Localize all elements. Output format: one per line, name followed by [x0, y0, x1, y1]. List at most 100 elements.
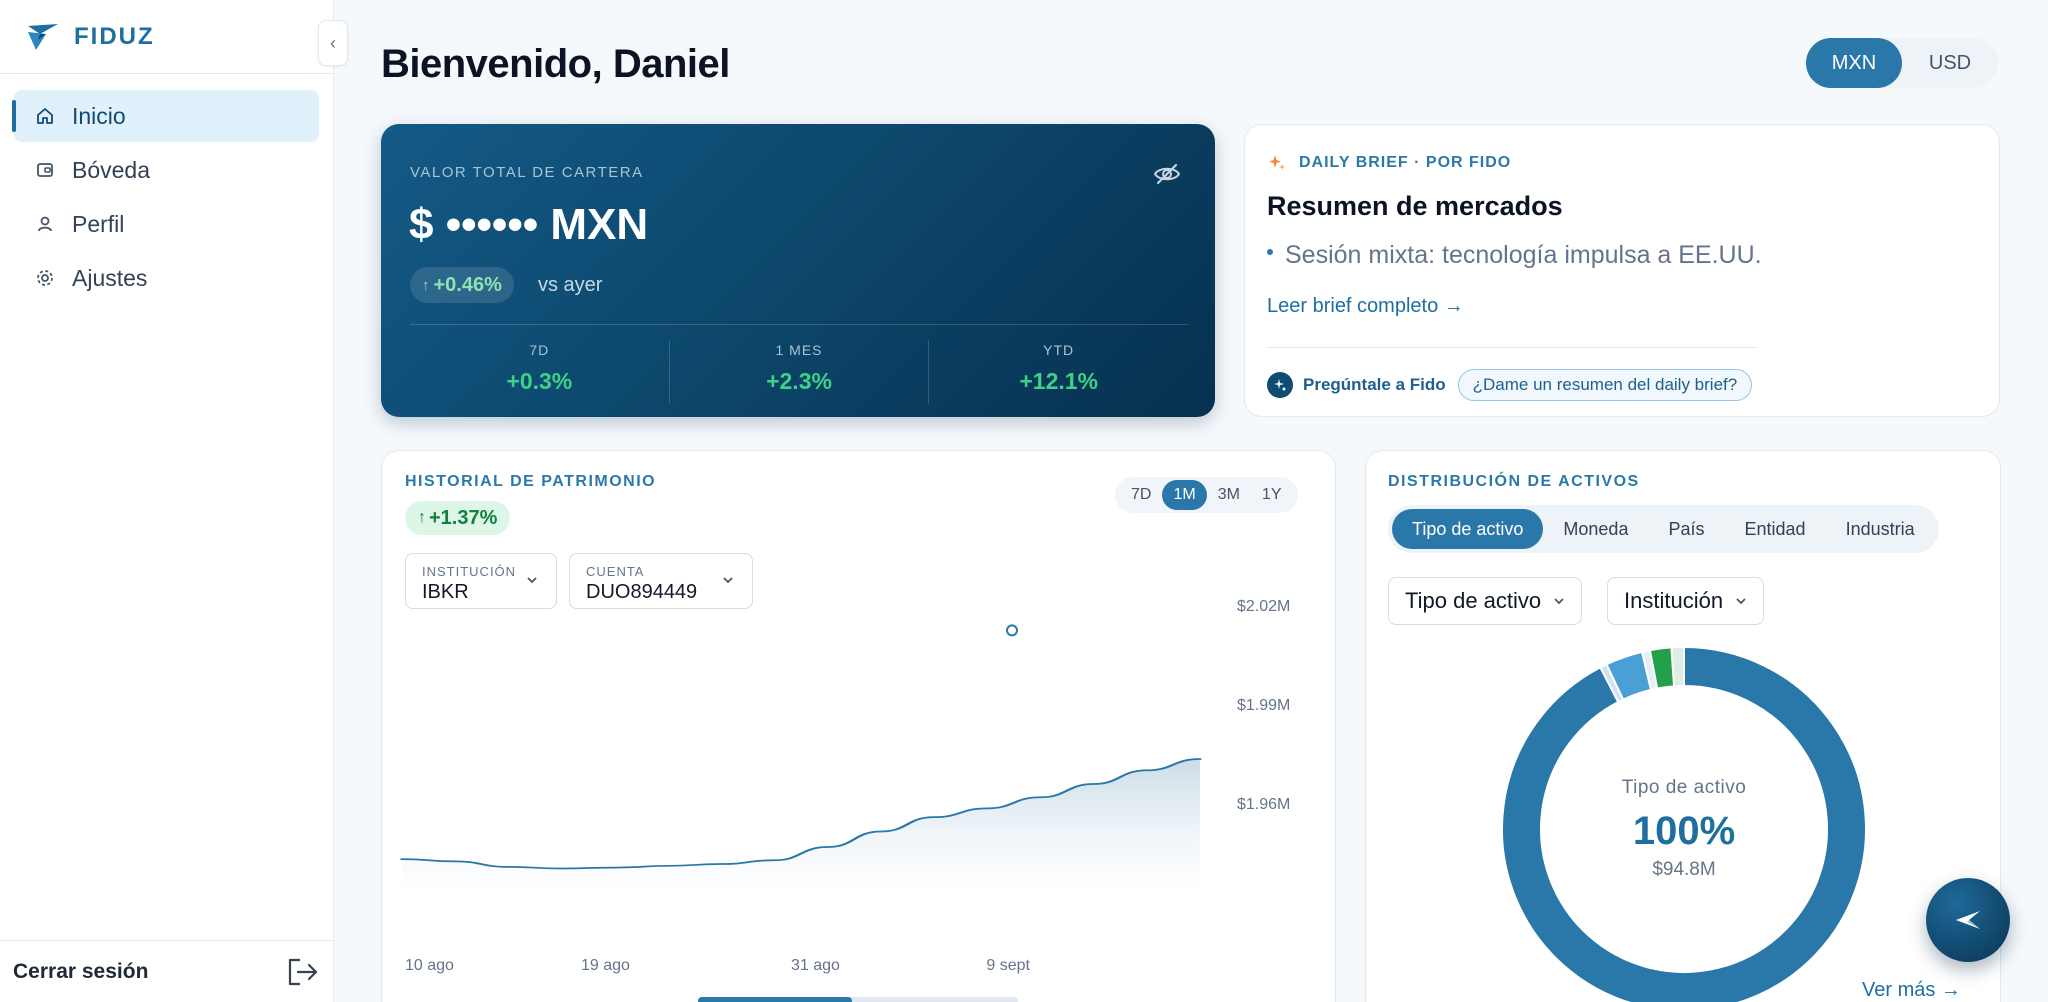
stat-ytd: YTD +12.1%	[929, 340, 1188, 404]
donut-slice[interactable]	[1501, 645, 1867, 1002]
tab-moneda[interactable]: Moneda	[1563, 518, 1629, 539]
donut-center-percent: 100%	[1632, 809, 1736, 853]
arrow-up-icon: ↑	[422, 276, 430, 294]
tab-tipo-de-activo[interactable]: Tipo de activo	[1392, 509, 1544, 549]
sidebar-item-label: Inicio	[72, 102, 126, 129]
wealth-history-chart[interactable]: $2.02M $1.99M $1.96M 10 ago 19 ago 31 ago 9 s…	[382, 451, 1337, 1001]
logout-label: Cerrar sesión	[13, 959, 149, 983]
institution-select-value: IBKR	[422, 581, 469, 603]
stat-value: +2.3%	[766, 368, 832, 394]
sidebar-item-inicio[interactable]: Inicio	[12, 90, 319, 142]
tab-entidad[interactable]: Entidad	[1744, 518, 1806, 539]
sidebar-item-perfil[interactable]: Perfil	[14, 198, 319, 250]
x-tick-label: 10 ago	[405, 957, 454, 974]
range-selector: 7D 1M 3M 1Y	[1115, 477, 1298, 513]
stat-label: YTD	[1043, 342, 1075, 358]
distribution-title: DISTRIBUCIÓN DE ACTIVOS	[1388, 473, 1640, 490]
institution-select-label: INSTITUCIÓN	[422, 564, 517, 579]
sidebar-item-ajustes[interactable]: Ajustes	[14, 252, 319, 304]
account-select-value: DUO894449	[586, 581, 698, 603]
chart-end-point[interactable]	[1006, 624, 1018, 637]
brief-tag: DAILY BRIEF · POR FIDO	[1267, 153, 1511, 173]
chevron-down-icon	[527, 577, 537, 584]
range-3m-button[interactable]: 3M	[1217, 486, 1240, 503]
logout-icon	[288, 958, 318, 985]
scroll-thumb[interactable]	[698, 997, 852, 1002]
currency-usd-button[interactable]: USD	[1928, 51, 1972, 74]
range-7d-button[interactable]: 7D	[1131, 486, 1152, 503]
chart-area	[401, 759, 1200, 889]
brand-logo-icon	[28, 23, 58, 50]
fido-logo-icon	[1956, 911, 1980, 929]
chart-line	[400, 758, 1202, 870]
history-change-badge: ↑ +1.37%	[405, 501, 511, 535]
account-select[interactable]: CUENTA DUO894449	[569, 553, 753, 609]
institution-filter-select-value: Institución	[1624, 588, 1724, 613]
asset-distribution-card: DISTRIBUCIÓN DE ACTIVOS Tipo de activo M…	[1365, 450, 2001, 1002]
donut-center-label: Tipo de activo	[1621, 777, 1747, 798]
sidebar-nav: Inicio Bóveda Perfil Ajustes	[0, 74, 333, 304]
asset-type-select[interactable]: Tipo de activo	[1388, 577, 1583, 625]
divider	[410, 324, 1188, 325]
home-icon	[34, 105, 56, 127]
chart-scroll-indicator[interactable]	[698, 997, 1018, 1002]
portfolio-change-value: +0.46%	[433, 273, 502, 296]
brand-name: FIDUZ	[74, 22, 155, 50]
read-brief-link[interactable]: Leer brief completo →	[1267, 295, 1464, 317]
range-1y-button[interactable]: 1Y	[1261, 486, 1282, 503]
distribution-tabs: Tipo de activo Moneda País Entidad Indus…	[1388, 505, 1939, 553]
brief-bullet-text: Sesión mixta: tecnología impulsa a EE.UU…	[1285, 241, 1762, 269]
ask-fido-label[interactable]: Pregúntale a Fido	[1303, 375, 1446, 394]
bullet-dot	[1267, 248, 1273, 255]
stat-7d: 7D +0.3%	[410, 340, 670, 404]
wallet-icon	[34, 159, 56, 181]
daily-brief-card: DAILY BRIEF · POR FIDO Resumen de mercad…	[1244, 124, 2000, 417]
user-icon	[34, 213, 56, 235]
logout-button[interactable]: Cerrar sesión	[0, 940, 333, 1002]
stat-label: 1 MES	[775, 342, 823, 358]
institution-filter-select[interactable]: Institución	[1607, 577, 1765, 625]
sidebar-collapse-button[interactable]: ‹	[318, 20, 348, 66]
see-more-link[interactable]: Ver más →	[1862, 979, 1961, 1001]
x-tick-label: 31 ago	[791, 957, 840, 974]
brief-title: Resumen de mercados	[1267, 191, 1563, 221]
eye-off-icon[interactable]	[1153, 162, 1181, 186]
asset-type-select-value: Tipo de activo	[1405, 588, 1542, 613]
stat-value: +0.3%	[506, 368, 573, 394]
wealth-history-card: HISTORIAL DE PATRIMONIO ↑ +1.37% 7D 1M 3…	[381, 450, 1336, 1002]
range-1m-button[interactable]: 1M	[1162, 480, 1207, 510]
tab-industria[interactable]: Industria	[1845, 518, 1915, 539]
sidebar-item-boveda[interactable]: Bóveda	[14, 144, 319, 196]
chevron-left-icon: ‹	[330, 32, 336, 53]
ask-fido-suggestion-chip[interactable]: ¿Dame un resumen del daily brief?	[1457, 369, 1753, 401]
tab-pais[interactable]: País	[1668, 518, 1705, 539]
x-tick-label: 9 sept	[986, 957, 1030, 974]
portfolio-change-badge: ↑ +0.46%	[410, 267, 514, 303]
brand[interactable]: FIDUZ	[0, 0, 333, 74]
account-select-label: CUENTA	[586, 564, 645, 579]
sidebar-item-label: Perfil	[72, 210, 125, 237]
y-tick-label: $1.96M	[1237, 796, 1290, 813]
stat-1mes: 1 MES +2.3%	[670, 340, 930, 404]
history-change-value: +1.37%	[429, 506, 498, 529]
fido-chat-button[interactable]	[1926, 878, 2010, 962]
chevron-down-icon	[1554, 598, 1564, 605]
currency-mxn-button[interactable]: MXN	[1806, 38, 1902, 88]
donut-center-value: $94.8M	[1652, 859, 1716, 880]
portfolio-stats: 7D +0.3% 1 MES +2.3% YTD +12.1%	[410, 340, 1188, 404]
chevron-down-icon	[723, 577, 733, 584]
brief-bullet: Sesión mixta: tecnología impulsa a EE.UU…	[1267, 241, 1762, 270]
chevron-down-icon	[1736, 598, 1746, 605]
gear-icon	[34, 267, 56, 289]
portfolio-change-suffix: vs ayer	[538, 274, 603, 296]
stat-value: +12.1%	[1019, 368, 1098, 394]
page-title: Bienvenido, Daniel	[381, 42, 730, 86]
ask-fido: Pregúntale a Fido ¿Dame un resumen del d…	[1267, 369, 1753, 401]
brief-tag-label: DAILY BRIEF · POR FIDO	[1299, 154, 1512, 171]
portfolio-label: VALOR TOTAL DE CARTERA	[410, 164, 644, 181]
currency-toggle: MXN USD	[1806, 38, 1998, 88]
y-tick-label: $1.99M	[1237, 697, 1290, 714]
asset-distribution-donut[interactable]	[1366, 451, 2002, 1002]
donut-slice[interactable]	[1670, 645, 1685, 688]
institution-select[interactable]: INSTITUCIÓN IBKR	[405, 553, 557, 609]
